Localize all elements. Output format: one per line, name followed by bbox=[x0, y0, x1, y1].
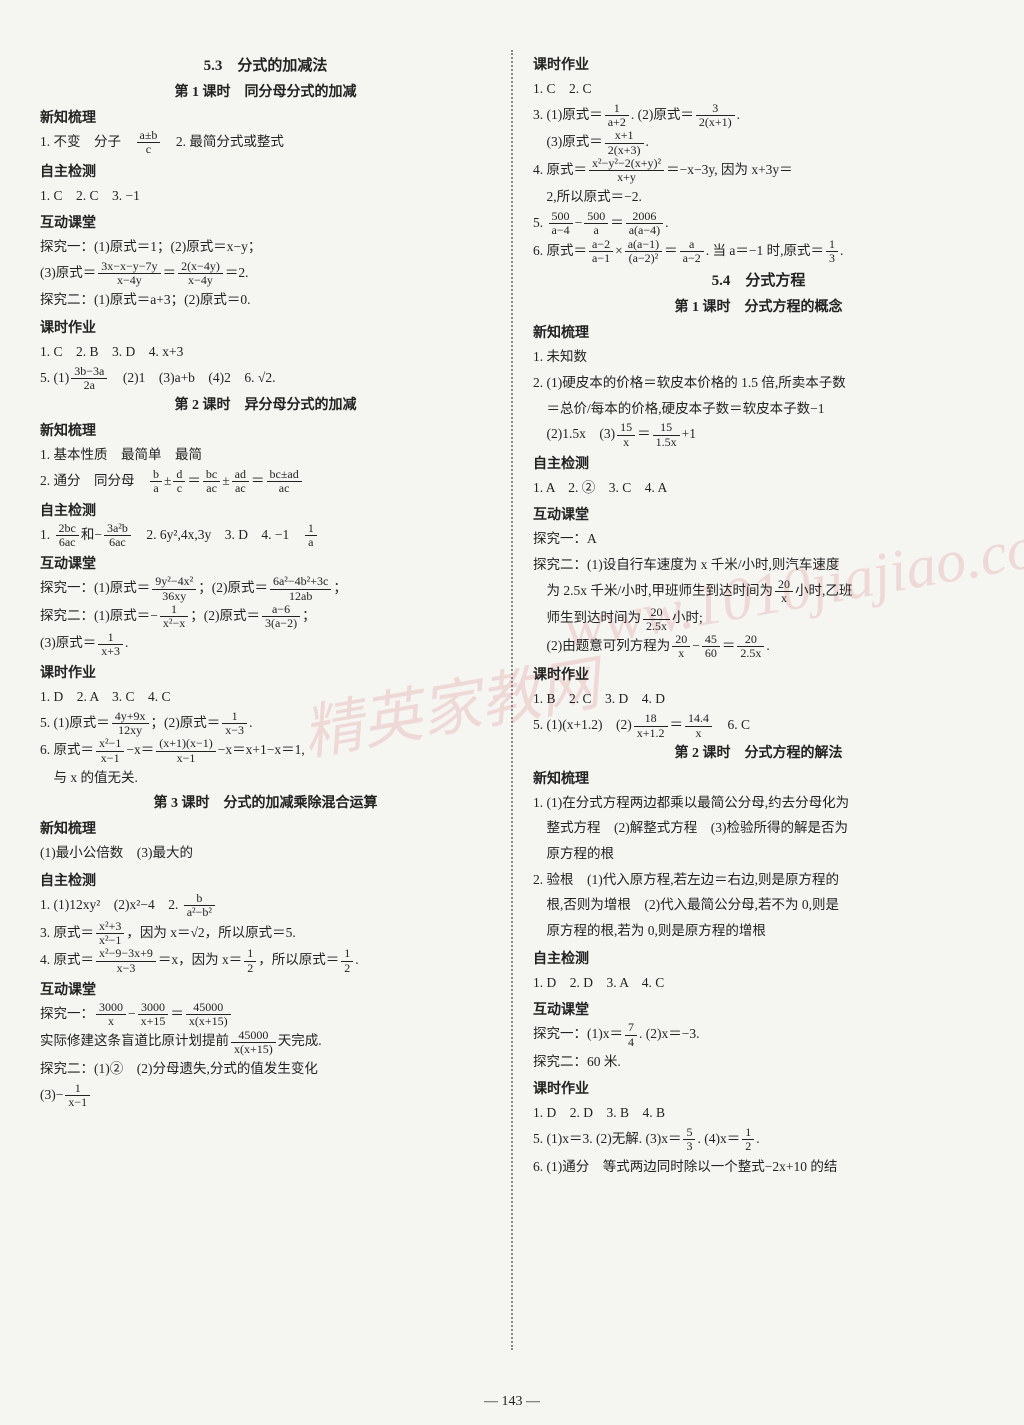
text-line: 探究一：(1)原式＝9y²−4x²36xy；(2)原式＝6a²−4b²+3c12… bbox=[40, 575, 491, 603]
text-line: 探究一：3000x−3000x+15＝45000x(x+15) bbox=[40, 1001, 491, 1029]
text-line: 1. D 2. D 3. B 4. B bbox=[533, 1100, 984, 1126]
text-line: ＝总价/每本的价格,硬皮本子数＝软皮本子数−1 bbox=[533, 396, 984, 422]
heading-hudong: 互动课堂 bbox=[533, 999, 984, 1019]
lesson-subtitle: 第 1 课时 同分母分式的加减 bbox=[40, 81, 491, 101]
text-line: 1. C 2. C 3. −1 bbox=[40, 183, 491, 209]
heading-hudong: 互动课堂 bbox=[40, 979, 491, 999]
text-line: 6. 原式＝x²−1x−1−x＝(x+1)(x−1)x−1−x＝x+1−x＝1, bbox=[40, 737, 491, 765]
text-line: 5. (1)(x+1.2) (2)18x+1.2＝14.4x 6. C bbox=[533, 712, 984, 740]
text-line: (3)−1x−1 bbox=[40, 1082, 491, 1110]
section-title: 5.3 分式的加减法 bbox=[40, 54, 491, 75]
text-line: 探究二：60 米. bbox=[533, 1049, 984, 1075]
text-line: 1. D 2. A 3. C 4. C bbox=[40, 684, 491, 710]
heading-hudong: 互动课堂 bbox=[533, 504, 984, 524]
text-line: 1. A 2. ② 3. C 4. A bbox=[533, 475, 984, 501]
left-column: 5.3 分式的加减法 第 1 课时 同分母分式的加减 新知梳理 1. 不变 分子… bbox=[40, 50, 491, 1350]
text-line: 5. (1)x＝3. (2)无解. (3)x＝53. (4)x＝12. bbox=[533, 1126, 984, 1154]
text-line: 探究二：(1)设自行车速度为 x 千米/小时,则汽车速度 bbox=[533, 552, 984, 578]
page-number: — 143 — bbox=[0, 1394, 1024, 1410]
heading-xinzhi: 新知梳理 bbox=[533, 322, 984, 342]
text-line: 5. 500a−4−500a＝2006a(a−4). bbox=[533, 210, 984, 238]
section-title: 5.4 分式方程 bbox=[533, 269, 984, 290]
text-line: 实际修建这条盲道比原计划提前45000x(x+15)天完成. bbox=[40, 1028, 491, 1056]
text-line: (2)由题意可列方程为20x−4560＝202.5x. bbox=[533, 633, 984, 661]
heading-keshi: 课时作业 bbox=[40, 317, 491, 337]
lesson-subtitle: 第 3 课时 分式的加减乘除混合运算 bbox=[40, 792, 491, 812]
text-line: 2,所以原式＝−2. bbox=[533, 184, 984, 210]
text-line: 根,否则为增根 (2)代入最简公分母,若不为 0,则是 bbox=[533, 892, 984, 918]
text-line: 2. (1)硬皮本的价格＝软皮本价格的 1.5 倍,所卖本子数 bbox=[533, 370, 984, 396]
heading-keshi: 课时作业 bbox=[40, 662, 491, 682]
heading-zizhu: 自主检测 bbox=[40, 161, 491, 181]
text-line: 1. (1)在分式方程两边都乘以最简公分母,约去分母化为 bbox=[533, 790, 984, 816]
heading-xinzhi: 新知梳理 bbox=[40, 107, 491, 127]
text-line: 原方程的根,若为 0,则是原方程的增根 bbox=[533, 918, 984, 944]
text-line: (1)最小公倍数 (3)最大的 bbox=[40, 840, 491, 866]
text-line: 6. 原式＝a−2a−1×a(a−1)(a−2)²＝aa−2. 当 a＝−1 时… bbox=[533, 238, 984, 266]
text-line: 3. 原式＝x²+3x²−1，因为 x＝√2，所以原式＝5. bbox=[40, 920, 491, 948]
text-line: 1. C 2. C bbox=[533, 76, 984, 102]
text-line: 1. 未知数 bbox=[533, 344, 984, 370]
text-line: 1. 基本性质 最简单 最简 bbox=[40, 442, 491, 468]
heading-xinzhi: 新知梳理 bbox=[40, 420, 491, 440]
heading-zizhu: 自主检测 bbox=[533, 453, 984, 473]
column-divider bbox=[511, 50, 513, 1350]
text-line: 1. C 2. B 3. D 4. x+3 bbox=[40, 339, 491, 365]
heading-keshi: 课时作业 bbox=[533, 54, 984, 74]
heading-xinzhi: 新知梳理 bbox=[533, 768, 984, 788]
text-line: 1. D 2. D 3. A 4. C bbox=[533, 970, 984, 996]
text-line: 2. 验根 (1)代入原方程,若左边＝右边,则是原方程的 bbox=[533, 867, 984, 893]
text-line: 师生到达时间为202.5x小时; bbox=[533, 605, 984, 633]
lesson-subtitle: 第 2 课时 异分母分式的加减 bbox=[40, 394, 491, 414]
text-line: 原方程的根 bbox=[533, 841, 984, 867]
right-column: 课时作业 1. C 2. C 3. (1)原式＝1a+2. (2)原式＝32(x… bbox=[533, 50, 984, 1350]
text-line: 探究一：A bbox=[533, 526, 984, 552]
text-line: (2)1.5x (3)15x＝151.5x+1 bbox=[533, 421, 984, 449]
text-line: 5. (1)原式＝4y+9x12xy；(2)原式＝1x−3. bbox=[40, 710, 491, 738]
heading-zizhu: 自主检测 bbox=[40, 500, 491, 520]
text-line: 为 2.5x 千米/小时,甲班师生到达时间为20x小时,乙班 bbox=[533, 578, 984, 606]
text-line: 1. 不变 分子 a±bc 2. 最简分式或整式 bbox=[40, 129, 491, 157]
lesson-subtitle: 第 2 课时 分式方程的解法 bbox=[533, 742, 984, 762]
text-line: 4. 原式＝x²−9−3x+9x−3＝x，因为 x＝12，所以原式＝12. bbox=[40, 947, 491, 975]
text-line: (3)原式＝3x−x−y−7yx−4y＝2(x−4y)x−4y＝2. bbox=[40, 260, 491, 288]
heading-keshi: 课时作业 bbox=[533, 1078, 984, 1098]
text-line: 探究一：(1)原式＝1；(2)原式＝x−y； bbox=[40, 234, 491, 260]
heading-zizhu: 自主检测 bbox=[533, 948, 984, 968]
heading-zizhu: 自主检测 bbox=[40, 870, 491, 890]
heading-xinzhi: 新知梳理 bbox=[40, 818, 491, 838]
text-line: (3)原式＝x+12(x+3). bbox=[533, 129, 984, 157]
lesson-subtitle: 第 1 课时 分式方程的概念 bbox=[533, 296, 984, 316]
text-line: 4. 原式＝x²−y²−2(x+y)²x+y＝−x−3y, 因为 x+3y＝ bbox=[533, 157, 984, 185]
heading-hudong: 互动课堂 bbox=[40, 212, 491, 232]
text-line: 与 x 的值无关. bbox=[40, 765, 491, 791]
page-content: 5.3 分式的加减法 第 1 课时 同分母分式的加减 新知梳理 1. 不变 分子… bbox=[40, 50, 984, 1350]
text-line: 探究二：(1)原式＝a+3；(2)原式＝0. bbox=[40, 287, 491, 313]
text-line: 3. (1)原式＝1a+2. (2)原式＝32(x+1). bbox=[533, 102, 984, 130]
heading-keshi: 课时作业 bbox=[533, 664, 984, 684]
text-line: 6. (1)通分 等式两边同时除以一个整式−2x+10 的结 bbox=[533, 1154, 984, 1180]
text-line: 整式方程 (2)解整式方程 (3)检验所得的解是否为 bbox=[533, 815, 984, 841]
text-line: 1. B 2. C 3. D 4. D bbox=[533, 686, 984, 712]
text-line: 2. 通分 同分母 ba±dc＝bcac±adac＝bc±adac bbox=[40, 468, 491, 496]
text-line: 探究二：(1)原式＝−1x²−x；(2)原式＝a−63(a−2)； bbox=[40, 603, 491, 631]
text-line: 探究二：(1)② (2)分母遗失,分式的值发生变化 bbox=[40, 1056, 491, 1082]
text-line: 1. (1)12xy² (2)x²−4 2. ba²−b² bbox=[40, 892, 491, 920]
text-line: 1. 2bc6ac和−3a²b6ac 2. 6y²,4x,3y 3. D 4. … bbox=[40, 522, 491, 550]
text-line: (3)原式＝1x+3. bbox=[40, 630, 491, 658]
heading-hudong: 互动课堂 bbox=[40, 553, 491, 573]
text-line: 探究一：(1)x＝74. (2)x＝−3. bbox=[533, 1021, 984, 1049]
text-line: 5. (1)3b−3a2a (2)1 (3)a+b (4)2 6. √2. bbox=[40, 365, 491, 393]
